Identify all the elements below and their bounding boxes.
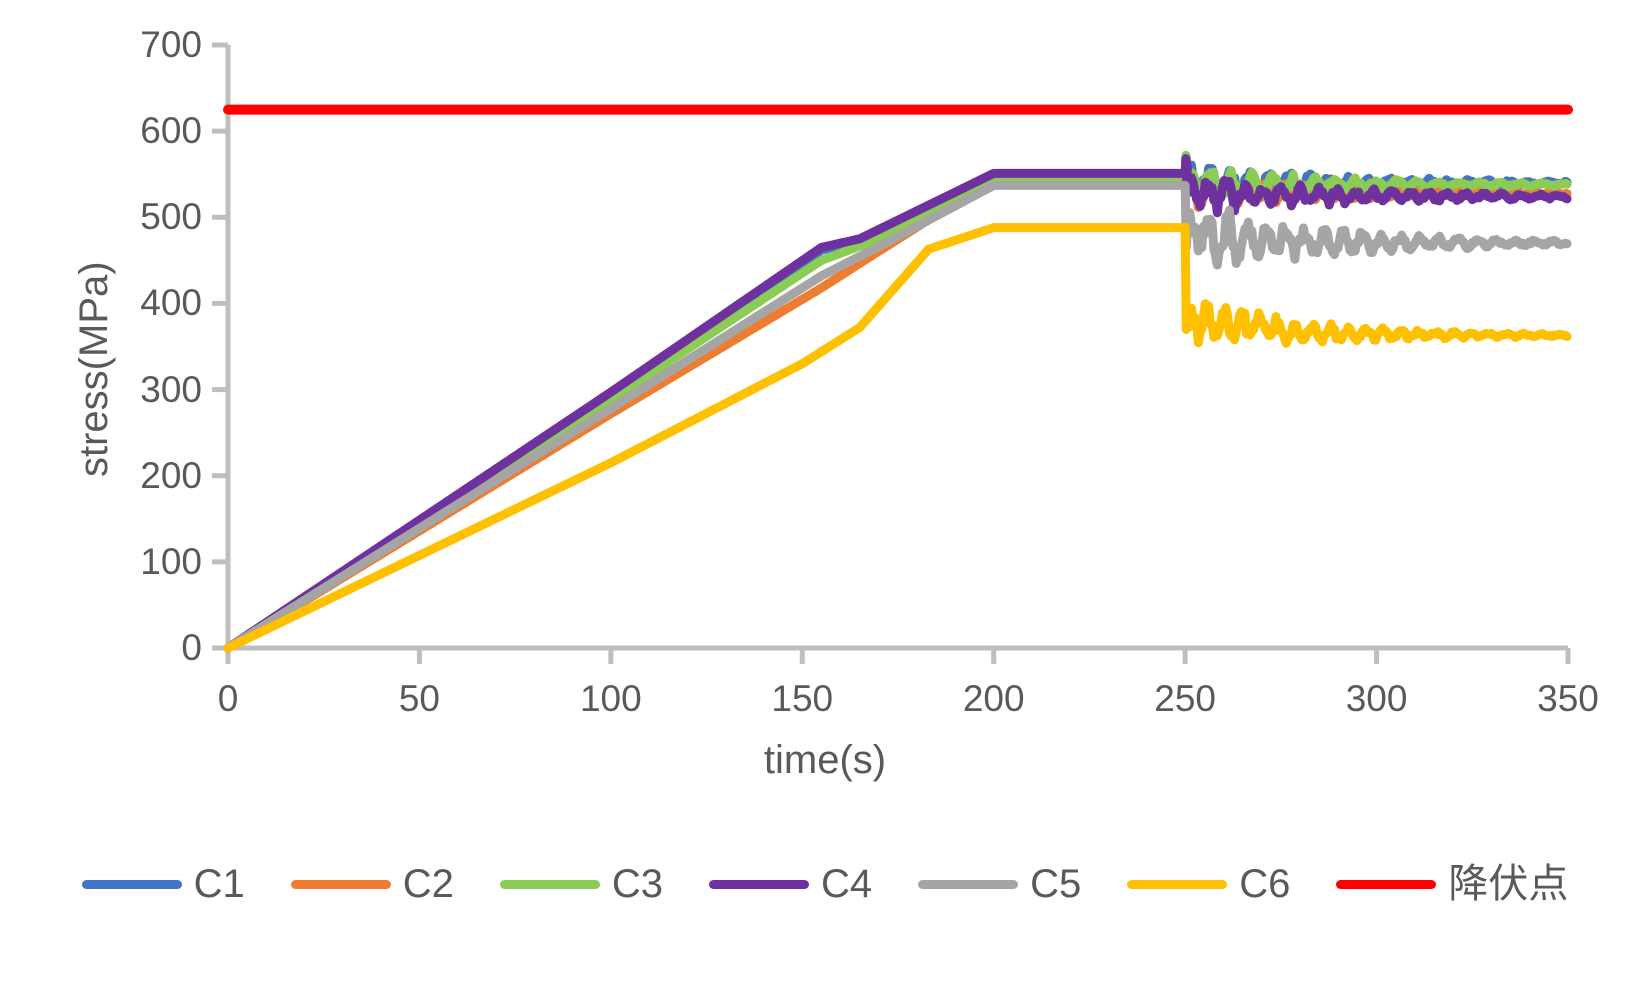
- legend-swatch-icon: [1127, 879, 1228, 889]
- chart-legend: C1 C2 C3 C4 C5 C6 降伏点: [0, 862, 1650, 906]
- legend-label: C5: [1030, 862, 1082, 906]
- series-line-c4: [223, 154, 1572, 653]
- y-axis-tick-label: 400: [140, 282, 202, 324]
- legend-label: C4: [821, 862, 873, 906]
- legend-item-C5[interactable]: C5: [918, 862, 1081, 906]
- y-axis-tick-label: 700: [140, 24, 202, 65]
- y-axis-title: stress(MPa): [72, 260, 116, 477]
- legend-item-C1[interactable]: C1: [81, 862, 245, 906]
- y-axis-tick-label: 0: [181, 627, 202, 668]
- legend-label: 降伏点: [1448, 862, 1569, 906]
- legend-label: C3: [611, 862, 663, 906]
- series-line-c3: [223, 150, 1572, 653]
- x-axis-tick-label: 150: [771, 678, 834, 719]
- y-axis-tick-label: 500: [140, 196, 202, 238]
- legend-item-C2[interactable]: C2: [290, 862, 454, 906]
- legend-swatch-icon: [499, 879, 600, 889]
- y-axis-tick-label: 100: [140, 540, 202, 582]
- legend-item-C6[interactable]: C6: [1127, 862, 1290, 906]
- legend-swatch-icon: [1336, 879, 1437, 889]
- legend-swatch-icon: [709, 879, 809, 889]
- y-axis-tick-label: 600: [140, 110, 202, 152]
- legend-item-C4[interactable]: C4: [709, 862, 872, 906]
- x-axis-tick-label: 250: [1154, 678, 1216, 719]
- legend-label: C6: [1239, 862, 1291, 906]
- x-axis-tick-label: 50: [398, 678, 440, 719]
- x-axis-tick-label: 0: [217, 678, 239, 719]
- legend-item-C3[interactable]: C3: [499, 862, 663, 906]
- x-axis-tick-label: 300: [1345, 678, 1408, 719]
- y-axis-tick-label: 200: [140, 454, 202, 496]
- x-axis-tick-label: 100: [579, 678, 642, 719]
- legend-item-降伏点[interactable]: 降伏点: [1336, 862, 1568, 906]
- x-axis-tick-label: 200: [962, 678, 1025, 719]
- x-axis-tick-label: 350: [1537, 678, 1599, 719]
- series-line-c5: [223, 180, 1572, 653]
- x-axis-title: time(s): [763, 738, 887, 782]
- series-line-c6: [223, 223, 1572, 653]
- legend-label: C1: [193, 862, 245, 906]
- legend-swatch-icon: [81, 879, 182, 889]
- legend-swatch-icon: [290, 879, 391, 889]
- legend-swatch-icon: [918, 879, 1019, 889]
- y-axis-tick-label: 300: [140, 368, 202, 410]
- legend-label: C2: [402, 862, 454, 906]
